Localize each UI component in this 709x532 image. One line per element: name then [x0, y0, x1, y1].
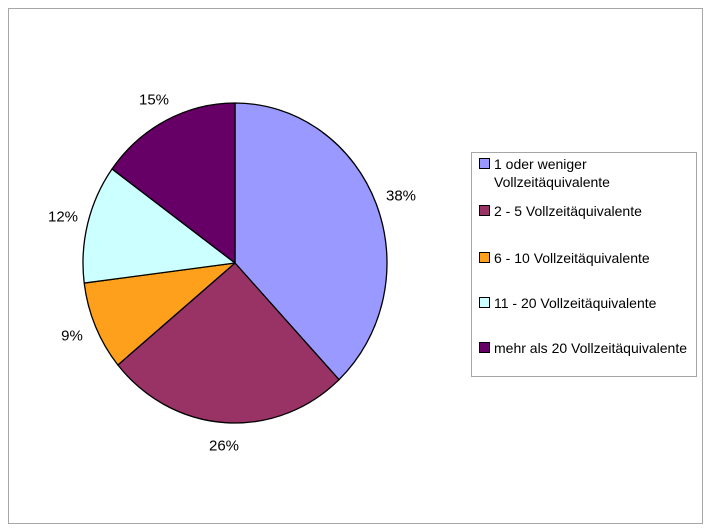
pie-slice-4	[111, 102, 236, 264]
legend-swatch-icon	[479, 205, 490, 216]
pie-slice-2	[83, 262, 236, 366]
legend-item-6-10: 6 - 10 Vollzeitäquivalente	[479, 249, 650, 267]
legend-item-label: 2 - 5 Vollzeitäquivalente	[494, 203, 642, 219]
legend-swatch-icon	[479, 342, 490, 353]
pie-slice-0	[234, 102, 388, 381]
slice-label-mehr-als-20: 15%	[138, 91, 170, 109]
legend-swatch-icon	[479, 252, 490, 263]
slice-label-2-5: 26%	[208, 437, 240, 455]
legend: 1 oder weniger Vollzeitäquivalente 2 - 5…	[471, 152, 697, 377]
legend-item-label: 1 oder weniger Vollzeitäquivalente	[494, 156, 610, 190]
slice-label-1-oder-weniger: 38%	[385, 187, 417, 205]
legend-item-11-20: 11 - 20 Vollzeitäquivalente	[479, 294, 656, 312]
slice-label-11-20: 12%	[47, 208, 79, 226]
pie-slice-1	[117, 262, 340, 424]
legend-item-label: 11 - 20 Vollzeitäquivalente	[494, 295, 657, 311]
legend-swatch-icon	[479, 297, 490, 308]
legend-item-label: mehr als 20 Vollzeitäquivalente	[494, 340, 688, 356]
legend-item-2-5: 2 - 5 Vollzeitäquivalente	[479, 202, 642, 220]
legend-item-label: 6 - 10 Vollzeitäquivalente	[494, 250, 650, 266]
legend-item-mehr-als-20: mehr als 20 Vollzeitäquivalente	[479, 339, 687, 357]
pie-slice-3	[82, 168, 236, 284]
legend-item-1-oder-weniger: 1 oder weniger Vollzeitäquivalente	[479, 155, 646, 191]
chart-border	[8, 8, 703, 524]
legend-swatch-icon	[479, 158, 490, 169]
slice-label-6-10: 9%	[61, 327, 83, 345]
